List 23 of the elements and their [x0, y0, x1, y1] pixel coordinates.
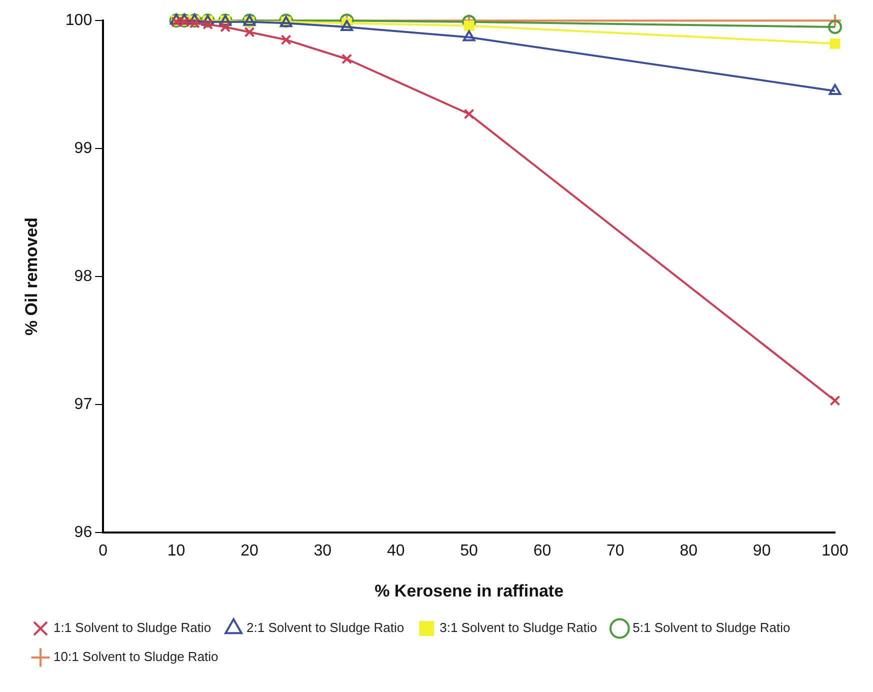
x-tick-label: 100 [822, 542, 848, 560]
x-tick-label: 40 [386, 542, 405, 560]
y-tick-label: 96 [74, 524, 92, 541]
x-tick-label: 30 [314, 542, 332, 560]
y-tick-label: 98 [74, 268, 92, 285]
legend-label: 2:1 Solvent to Sludge Ratio [246, 620, 404, 636]
x-tick-label: 20 [240, 542, 258, 560]
x-axis-title: % Kerosene in raffinate [374, 581, 564, 600]
x-tick-label: 90 [752, 542, 771, 560]
x-tick-label: 10 [167, 542, 186, 560]
legend-label: 5:1 Solvent to Sludge Ratio [632, 620, 790, 636]
y-tick-label: 100 [65, 12, 92, 30]
x-tick-label: 50 [460, 542, 478, 560]
legend-label: 10:1 Solvent to Sludge Ratio [54, 649, 218, 664]
y-tick-label: 99 [74, 140, 92, 157]
y-axis-title: % Oil removed [22, 217, 41, 336]
y-tick-label: 97 [74, 396, 92, 413]
x-tick-label: 0 [98, 542, 108, 560]
x-tick-label: 80 [680, 542, 698, 560]
legend-label: 3:1 Solvent to Sludge Ratio [440, 620, 598, 636]
x-tick-label: 70 [606, 542, 624, 560]
x-tick-label: 60 [533, 542, 552, 560]
legend-label: 1:1 Solvent to Sludge Ratio [54, 620, 212, 636]
